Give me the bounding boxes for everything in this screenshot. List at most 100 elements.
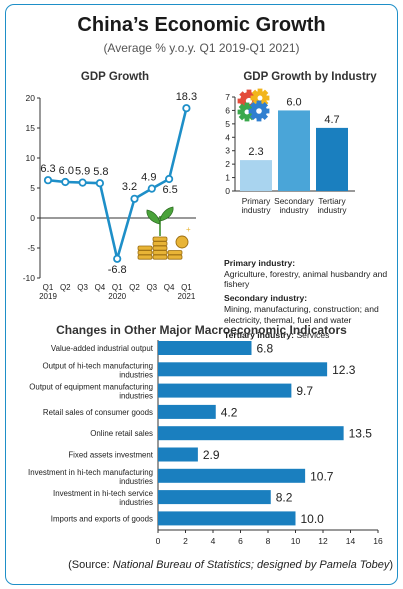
source-note: (Source: National Bureau of Statistics; …: [10, 559, 393, 571]
indicator-bar: [158, 511, 296, 526]
category-label-line2: industries: [119, 477, 153, 486]
industry-growth-title: GDP Growth by Industry: [243, 71, 377, 83]
industry-bar: [316, 127, 348, 191]
category-label: Retail sales of consumer goods: [43, 408, 153, 417]
data-label: 10.7: [310, 469, 334, 483]
x-tick-label: 14: [346, 536, 356, 546]
data-label: 5.9: [75, 166, 90, 178]
x-tick-label: 10: [291, 536, 301, 546]
category-label: Online retail sales: [90, 429, 153, 438]
coin-icon: [137, 245, 153, 251]
data-label: -6.8: [108, 264, 127, 276]
data-label: 9.7: [296, 384, 313, 398]
y-tick-label: 3: [225, 146, 230, 156]
category-label: Value-added industrial output: [51, 344, 154, 353]
data-label: 4.7: [324, 114, 339, 126]
y-tick-label: 2: [225, 159, 230, 169]
category-label: Imports and exports of goods: [51, 514, 153, 523]
data-point: [130, 194, 139, 203]
y-tick-label: 6: [225, 105, 230, 115]
category-label-line2: industry: [317, 205, 347, 215]
indicator-bar: [158, 404, 216, 419]
category-label-line1: Tertiary: [318, 196, 346, 206]
gear-hole: [257, 95, 263, 101]
data-label: 2.9: [203, 448, 220, 462]
page-title: China’s Economic Growth: [77, 14, 326, 36]
industry-definitions: Primary industry: Agriculture, forestry,…: [224, 255, 396, 341]
category-label-line1: Output of hi-tech manufacturing: [42, 361, 153, 370]
definition-heading: Secondary industry:: [224, 293, 308, 304]
y-tick-label: 5: [30, 183, 35, 193]
data-point: [113, 254, 122, 263]
y-tick-label: -10: [23, 273, 36, 283]
y-tick-label: 20: [26, 93, 36, 103]
data-label: 3.2: [122, 181, 137, 193]
x-tick-label: 0: [156, 536, 161, 546]
leaf-icon: [159, 206, 174, 222]
industry-bar: [240, 160, 272, 191]
data-label: 5.8: [93, 166, 108, 178]
source-suffix: ): [389, 559, 393, 571]
definition-text: Agriculture, forestry, animal husbandry …: [224, 268, 388, 290]
indicator-bar: [158, 383, 292, 398]
y-tick-label: 7: [225, 92, 230, 102]
definition-heading: Tertiary industry: Services: [224, 330, 396, 341]
industry-bar: [278, 110, 310, 191]
x-tick-label: Q3: [146, 283, 157, 292]
data-label: 10.0: [301, 512, 325, 526]
gear-hole: [244, 109, 250, 115]
x-tick-label: Q1: [43, 283, 54, 292]
category-label-line2: industry: [279, 205, 309, 215]
category-label-line2: industries: [119, 370, 153, 379]
x-tick-label: 12: [318, 536, 328, 546]
indicator-bar: [158, 341, 252, 355]
y-tick-label: 5: [225, 119, 230, 129]
data-label: 12.3: [332, 363, 356, 377]
definition-heading: Primary industry:: [224, 258, 296, 268]
y-tick-label: 0: [225, 186, 230, 196]
data-point: [61, 177, 70, 187]
category-label-line2: industry: [241, 205, 271, 215]
data-point: [147, 184, 156, 193]
indicator-bar: [158, 447, 198, 462]
x-tick-label: 8: [266, 536, 271, 546]
data-label: 6.0: [286, 96, 301, 108]
y-tick-label: 15: [26, 123, 36, 133]
data-point: [43, 176, 53, 185]
coin-icon: [175, 235, 189, 249]
category-label-line1: Investment in hi-tech service: [53, 489, 154, 498]
x-tick-label: 16: [373, 536, 383, 546]
data-point: [78, 178, 87, 187]
gears-icon: [237, 88, 270, 122]
indicator-bar: [158, 468, 306, 483]
category-label: Fixed assets investment: [68, 451, 153, 460]
year-label: 2020: [108, 292, 126, 301]
indicator-bar: [158, 490, 271, 505]
category-label-line1: Output of equipment manufacturing: [29, 383, 153, 392]
category-label-line1: Primary: [242, 196, 271, 206]
infographic-border: [5, 4, 398, 585]
sparkle-icon: +: [186, 225, 191, 234]
data-label: 8.2: [276, 491, 293, 505]
data-point: [95, 179, 105, 188]
coins-and-plant-icon: +: [137, 206, 191, 260]
y-tick-label: -5: [27, 243, 35, 253]
x-tick-label: 2: [183, 536, 188, 546]
category-label-line1: Investment in hi-tech manufacturing: [28, 468, 153, 477]
page-subtitle: (Average % y.o.y. Q1 2019-Q1 2021): [103, 41, 300, 55]
x-tick-label: 6: [238, 536, 243, 546]
macro-indicators-title: Changes in Other Major Macroeconomic Ind…: [56, 323, 347, 337]
y-tick-label: 1: [225, 173, 230, 183]
definition-heading-text: Tertiary industry:: [224, 330, 295, 341]
x-tick-label: Q1: [181, 283, 192, 292]
y-tick-label: 10: [26, 153, 36, 163]
x-tick-label: Q4: [95, 283, 106, 292]
data-label: 6.0: [59, 165, 74, 177]
year-label: 2021: [178, 292, 196, 301]
data-label: 4.9: [141, 172, 156, 184]
gear-hole: [256, 108, 262, 114]
x-tick-label: Q3: [77, 283, 88, 292]
